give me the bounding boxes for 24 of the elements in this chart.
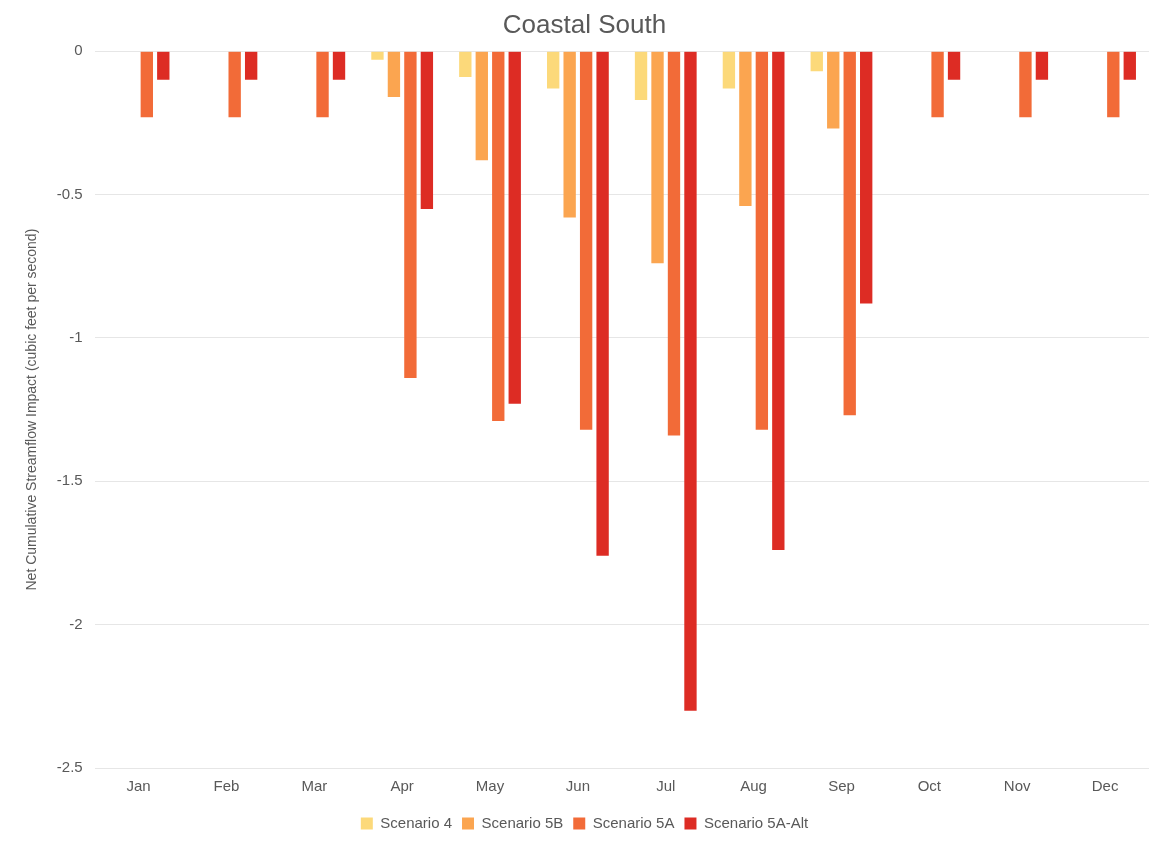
y-axis-title: Net Cumulative Streamflow Impact (cubic feet per second) — [23, 228, 40, 591]
y-tick-label: -1 — [69, 328, 83, 346]
x-tick-label: Feb — [213, 777, 240, 795]
legend-label: Scenario 4 — [380, 813, 453, 831]
x-tick-label: Jun — [565, 777, 590, 795]
legend-label: Scenario 5A — [592, 813, 675, 831]
x-tick-label: Jul — [656, 777, 676, 795]
y-tick-label: -1.5 — [56, 471, 83, 489]
y-tick-label: 0 — [74, 41, 83, 59]
y-tick-label: -2.5 — [56, 758, 83, 776]
legend-label: Scenario 5A-Alt — [703, 813, 810, 831]
x-tick-label: Dec — [1091, 777, 1119, 795]
y-tick-label: -0.5 — [56, 184, 83, 202]
x-tick-label: Nov — [1003, 777, 1032, 795]
x-tick-label: Sep — [828, 777, 855, 795]
chart-title: Coastal South — [502, 8, 667, 39]
x-tick-label: Jan — [126, 777, 151, 795]
legend-label: Scenario 5B — [481, 813, 564, 831]
x-tick-label: Mar — [301, 777, 328, 795]
x-tick-label: Aug — [740, 777, 767, 795]
x-tick-label: May — [475, 777, 505, 795]
x-tick-label: Apr — [390, 777, 414, 795]
y-tick-label: -2 — [69, 614, 83, 632]
x-tick-label: Oct — [917, 777, 942, 795]
